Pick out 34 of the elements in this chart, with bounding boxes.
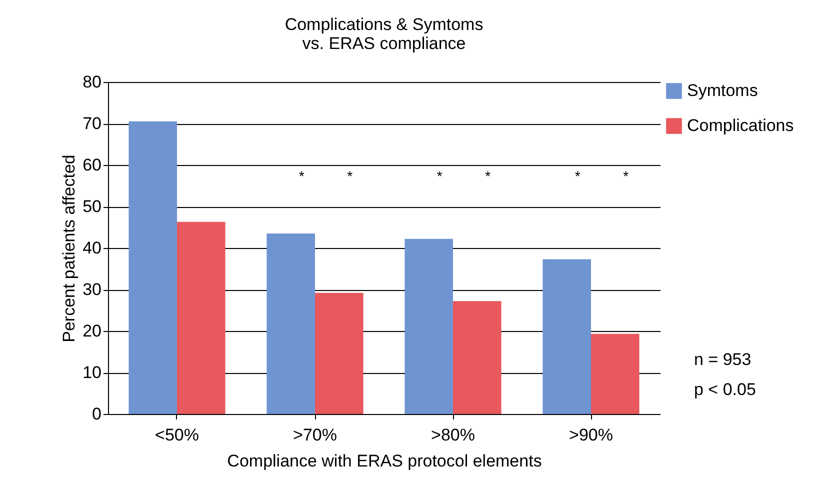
bar: [542, 259, 591, 414]
y-tick-label: 10: [82, 363, 102, 382]
x-tick-label: >80%: [431, 426, 475, 444]
annotation: *: [436, 168, 442, 184]
bar: [315, 292, 364, 414]
x-tick-label: <50%: [155, 426, 199, 444]
bar: [404, 238, 453, 414]
annotation: *: [298, 168, 304, 184]
legend-label: Complications: [687, 116, 794, 135]
y-axis-title: Percent patients affected: [60, 154, 79, 342]
legend-label: Symtoms: [687, 81, 758, 100]
y-tick-label: 20: [82, 322, 102, 340]
y-tick-label: 80: [82, 72, 102, 92]
bar: [266, 233, 315, 414]
text: p < 0.05: [694, 379, 756, 401]
annotation: *: [623, 168, 629, 184]
bar: [453, 301, 502, 414]
annotation: *: [485, 168, 491, 184]
annotation: *: [574, 168, 580, 184]
annotation: *: [347, 168, 353, 184]
bar: [128, 121, 177, 414]
y-tick-label: 30: [82, 280, 102, 299]
y-tick-label: 0: [92, 404, 102, 424]
bar: [177, 222, 226, 414]
chart-title: Complications & Symtoms vs. ERAS compliance: [284, 15, 484, 53]
y-tick-label: 70: [82, 114, 102, 133]
x-axis-title: Compliance with ERAS protocol elements: [227, 452, 542, 470]
bar: [591, 334, 640, 414]
x-tick-label: >90%: [569, 426, 613, 444]
text: n = 953: [694, 349, 752, 371]
x-tick-label: >70%: [293, 426, 337, 444]
y-tick-label: 50: [82, 197, 102, 216]
y-tick-label: 40: [82, 238, 102, 258]
y-tick-label: 60: [82, 156, 102, 174]
